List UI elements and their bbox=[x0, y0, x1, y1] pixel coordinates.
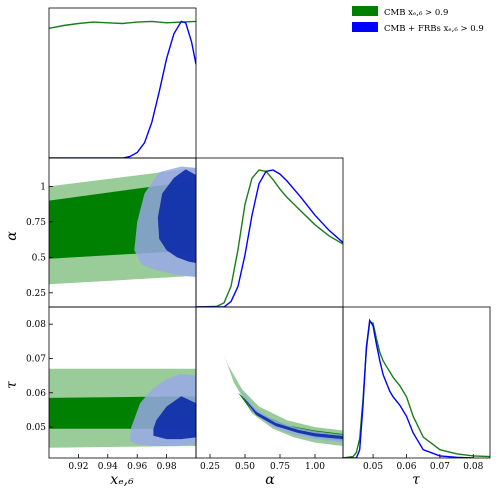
xtick-label-alpha-2: 0.75 bbox=[270, 462, 290, 472]
contour-xe6_tau-frb_68 bbox=[153, 396, 196, 440]
legend-swatch-cmb bbox=[352, 6, 378, 16]
xtick-label-xe6-0: 0.92 bbox=[68, 462, 88, 472]
xtick-label-tau-0: 0.05 bbox=[363, 462, 383, 472]
xtick-label-alpha-3: 1.00 bbox=[305, 462, 325, 472]
ytick-label-alpha-1: 0.5 bbox=[32, 253, 47, 263]
xtick-label-alpha-1: 0.50 bbox=[235, 462, 255, 472]
xlabel-xe6: xₑ,₆ bbox=[110, 472, 134, 488]
ytick-label-tau-2: 0.07 bbox=[26, 354, 46, 364]
xtick-label-xe6-1: 0.94 bbox=[98, 462, 118, 472]
ytick-label-alpha-0: 0.25 bbox=[26, 289, 46, 299]
ylabel-alpha: α bbox=[4, 231, 20, 241]
xlabel-alpha: α bbox=[265, 472, 275, 488]
ytick-label-tau-3: 0.08 bbox=[26, 320, 46, 330]
marginal-xe6-cmb_frb-line bbox=[49, 20, 196, 158]
marginal-tau-cmb_frb-line bbox=[343, 318, 474, 458]
ylabel-tau: τ bbox=[4, 381, 20, 389]
ytick-label-tau-1: 0.06 bbox=[26, 389, 46, 399]
xtick-label-alpha-0: 0.25 bbox=[200, 462, 220, 472]
marginal-alpha-cmb-line bbox=[196, 169, 343, 307]
panel-alpha-vs-tau bbox=[195, 306, 344, 459]
xtick-label-xe6-3: 0.98 bbox=[157, 462, 177, 472]
tick-layer: 0.92 0.94 0.96 0.98 0.25 0.50 0.75 1.00 0.05 0.06… bbox=[26, 182, 484, 472]
ytick-label-alpha-3: 1 bbox=[40, 182, 46, 192]
xtick-label-tau-1: 0.06 bbox=[396, 462, 416, 472]
ytick-label-alpha-2: 0.75 bbox=[26, 218, 46, 228]
xtick-label-xe6-2: 0.96 bbox=[127, 462, 147, 472]
xlabel-tau: τ bbox=[412, 472, 420, 488]
legend: CMB xₑ,₆ > 0.9 CMB + FRBs xₑ,₆ > 0.9 bbox=[352, 6, 484, 34]
xtick-label-tau-2: 0.07 bbox=[430, 462, 450, 472]
marginal-xe6-cmb-line bbox=[49, 20, 196, 29]
panel-alpha_tau-frame bbox=[195, 306, 344, 459]
contour-xe6_alpha-frb_68 bbox=[157, 169, 196, 263]
legend-label-cmb: CMB xₑ,₆ > 0.9 bbox=[384, 8, 448, 18]
ytick-label-tau-0: 0.05 bbox=[26, 423, 46, 433]
legend-label-cmb-frb: CMB + FRBs xₑ,₆ > 0.9 bbox=[384, 24, 484, 34]
panel-xe6-vs-tau bbox=[48, 306, 197, 459]
marginal-alpha-cmb_frb-line bbox=[196, 169, 343, 307]
contour-alpha_tau-frb_68 bbox=[243, 397, 343, 440]
legend-swatch-cmb-frb bbox=[352, 22, 378, 32]
panel-xe6-vs-alpha bbox=[48, 157, 197, 308]
xtick-label-tau-3: 0.08 bbox=[463, 462, 483, 472]
